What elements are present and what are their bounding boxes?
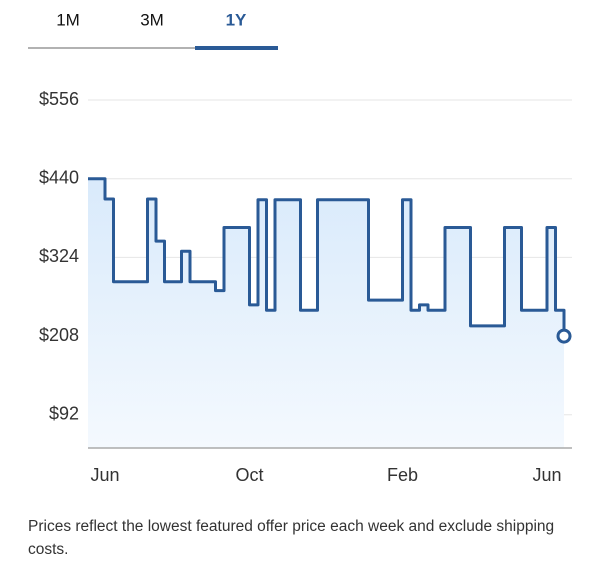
tab[interactable]: 1Y — [226, 10, 247, 29]
y-tick-label: $556 — [39, 89, 79, 109]
price-area — [88, 178, 564, 448]
footnote: Prices reflect the lowest featured offer… — [28, 518, 555, 558]
current-price-marker — [556, 328, 572, 344]
x-tick-label: Jun — [532, 465, 561, 485]
x-tick-label: Oct — [235, 465, 263, 485]
y-tick-label: $208 — [39, 325, 79, 345]
tab[interactable]: 1M — [56, 10, 80, 29]
tab[interactable]: 3M — [140, 10, 164, 29]
x-tick-label: Jun — [90, 465, 119, 485]
active-tab-underline — [195, 46, 278, 50]
y-tick-label: $324 — [39, 246, 79, 266]
x-tick-label: Feb — [387, 465, 418, 485]
tabs: 1M 3M 1Y — [56, 10, 278, 50]
y-tick-label: $92 — [49, 404, 79, 424]
y-tick-label: $440 — [39, 167, 79, 187]
plot: $92 $208 $324 $440 $556 Jun Oct Feb Jun — [39, 89, 572, 485]
price-line — [88, 177, 566, 337]
